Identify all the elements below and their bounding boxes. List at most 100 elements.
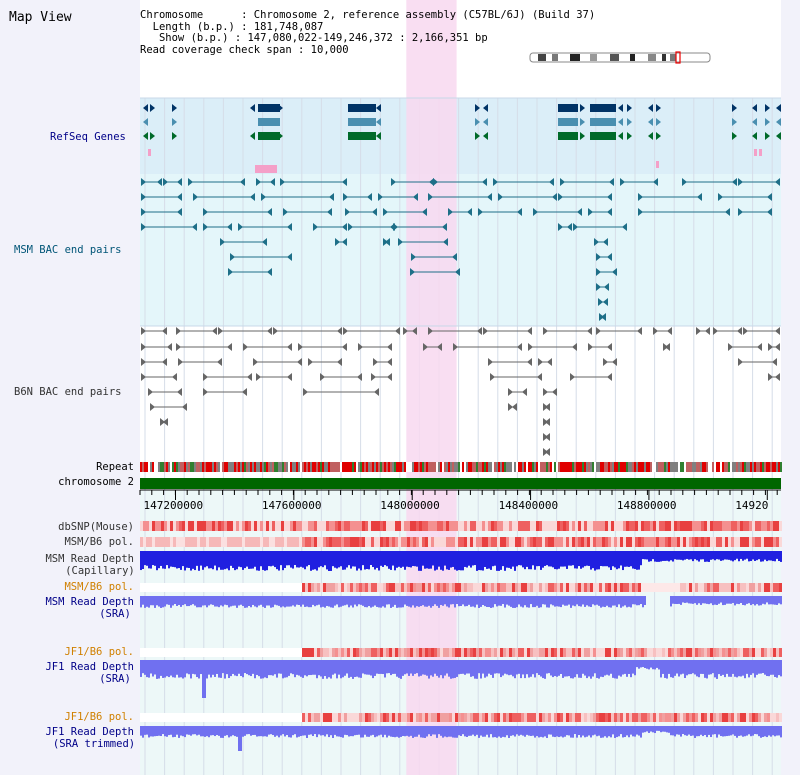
heat-cell — [224, 537, 227, 547]
heat-cell — [521, 537, 524, 547]
heat-cell — [383, 648, 386, 657]
depth-bar — [530, 726, 532, 736]
heat-cell — [470, 583, 473, 592]
depth-bar — [286, 660, 288, 678]
depth-bar — [576, 551, 578, 569]
track-label-b6n-bac-end-pairs[interactable]: B6N BAC end pairs — [14, 386, 122, 398]
depth-bar — [718, 551, 720, 560]
depth-bar — [238, 596, 240, 606]
repeat-segment — [304, 462, 306, 472]
track-label-msm-b6-pol-2[interactable]: MSM/B6 pol. — [64, 581, 134, 593]
depth-bar — [346, 596, 348, 605]
heat-cell — [392, 521, 395, 531]
heat-cell — [623, 648, 626, 657]
heat-cell — [485, 648, 488, 657]
heat-cell — [242, 713, 245, 722]
depth-bar — [172, 726, 174, 738]
heat-cell — [254, 521, 257, 531]
depth-bar — [310, 551, 312, 571]
depth-bar — [374, 596, 376, 606]
heat-cell — [215, 713, 218, 722]
track-label-refseq-genes[interactable]: RefSeq Genes — [50, 131, 126, 143]
heat-cell — [752, 713, 755, 722]
depth-bar — [620, 726, 622, 735]
depth-bar — [372, 660, 374, 679]
track-label-msm-read-depth-capillary[interactable]: MSM Read Depth — [45, 553, 134, 565]
depth-bar — [438, 551, 440, 567]
depth-bar — [774, 596, 776, 605]
depth-bar — [462, 596, 464, 605]
heat-cell — [344, 521, 347, 531]
track-label-jf1-read-depth-sra[interactable]: JF1 Read Depth — [45, 661, 134, 673]
depth-bar — [554, 660, 556, 677]
track-label-dbsnp[interactable]: dbSNP(Mouse) — [58, 521, 134, 533]
heat-cell — [743, 521, 746, 531]
heat-cell — [677, 648, 680, 657]
depth-bar — [624, 596, 626, 606]
heat-cell — [629, 521, 632, 531]
depth-bar — [464, 596, 466, 607]
heat-cell — [635, 583, 638, 592]
repeat-segment — [196, 462, 198, 472]
depth-bar — [674, 596, 676, 604]
track-label-msm-read-depth-sra[interactable]: MSM Read Depth — [45, 596, 134, 608]
depth-bar — [174, 726, 176, 737]
repeat-segment — [526, 462, 528, 472]
heat-cell — [476, 648, 479, 657]
depth-bar — [698, 551, 700, 562]
repeat-segment — [594, 462, 596, 472]
track-label-chromosome[interactable]: chromosome 2 — [58, 476, 134, 488]
heat-cell — [542, 713, 545, 722]
depth-bar — [338, 660, 340, 675]
heat-cell — [572, 648, 575, 657]
depth-bar — [450, 596, 452, 605]
heat-cell — [503, 648, 506, 657]
heat-cell — [167, 713, 170, 722]
depth-bar — [416, 726, 418, 737]
repeat-segment — [640, 462, 642, 472]
track-label-jf1-b6-pol-2[interactable]: JF1/B6 pol. — [64, 711, 134, 723]
depth-bar — [694, 596, 696, 604]
heat-cell — [665, 648, 668, 657]
depth-bar — [146, 596, 148, 607]
heat-cell — [281, 583, 284, 592]
depth-bar — [430, 551, 432, 569]
depth-bar — [658, 726, 660, 731]
heat-cell — [563, 521, 566, 531]
heat-cell — [179, 537, 182, 547]
depth-bar — [546, 596, 548, 608]
track-label-repeat[interactable]: Repeat — [96, 461, 134, 473]
depth-bar — [414, 551, 416, 567]
depth-bar — [150, 726, 152, 737]
heat-cell — [512, 713, 515, 722]
track-label-jf1-b6-pol-1[interactable]: JF1/B6 pol. — [64, 646, 134, 658]
feature-arrow — [429, 178, 434, 186]
heat-cell — [611, 521, 614, 531]
track-label-msm-bac-end-pairs[interactable]: MSM BAC end pairs — [14, 244, 122, 256]
depth-bar — [508, 551, 510, 568]
repeat-segment — [610, 462, 612, 472]
heat-cell — [461, 537, 464, 547]
feature-arrow — [376, 118, 381, 126]
depth-bar — [294, 551, 296, 566]
heat-cell — [668, 713, 671, 722]
depth-bar — [166, 660, 168, 677]
depth-bar — [518, 596, 520, 605]
depth-bar — [442, 596, 444, 606]
depth-bar — [644, 660, 646, 669]
heat-cell — [500, 521, 503, 531]
track-label-msm-b6-pol-1[interactable]: MSM/B6 pol. — [64, 536, 134, 548]
track-label-jf1-read-depth-trimmed[interactable]: JF1 Read Depth — [45, 726, 134, 738]
feature-arrow — [337, 327, 342, 335]
depth-bar — [742, 551, 744, 561]
heat-cell — [224, 521, 227, 531]
heat-cell — [302, 583, 305, 592]
heat-cell — [698, 648, 701, 657]
feature-arrow — [713, 327, 718, 335]
feature-arrow — [603, 298, 608, 306]
depth-bar — [696, 660, 698, 677]
heat-cell — [692, 583, 695, 592]
heat-cell — [272, 648, 275, 657]
repeat-segment — [560, 462, 562, 472]
